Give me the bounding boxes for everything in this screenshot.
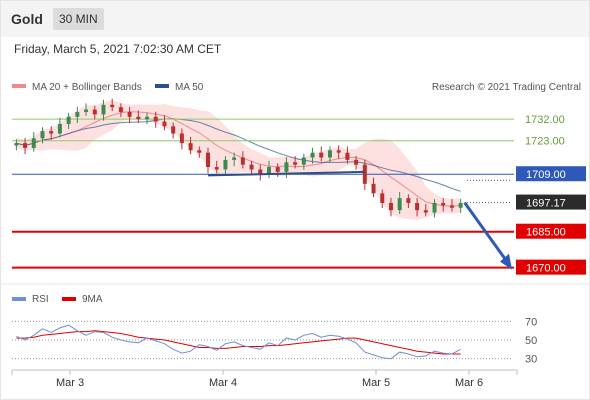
current-price-label: 1697.17 (526, 198, 566, 210)
candle-body (31, 138, 36, 148)
candle-body (214, 167, 219, 170)
candle-body (336, 150, 341, 153)
candle-body (118, 107, 123, 112)
candle-body (92, 109, 97, 115)
candle-body (406, 198, 411, 203)
candle-body (415, 202, 420, 211)
candle-body (380, 193, 385, 203)
candle-body (284, 162, 289, 172)
ma9-legend-label: 9MA (82, 294, 103, 305)
candle-body (362, 164, 367, 184)
timeframe-badge[interactable]: 30 MIN (53, 8, 104, 30)
candle-body (188, 143, 193, 151)
ma20-legend-label: MA 20 + Bollinger Bands (32, 82, 142, 93)
level-label-resistance: 1732.00 (525, 114, 565, 126)
ma9-line (16, 330, 461, 355)
candle-body (275, 167, 280, 172)
candle-body (145, 116, 150, 120)
candle-body (14, 143, 19, 146)
rsi-tick-label: 70 (525, 316, 537, 328)
candle-body (266, 167, 271, 175)
candle-body (84, 109, 89, 112)
bollinger-band (16, 100, 461, 221)
candle-body (179, 133, 184, 144)
candle-body (240, 157, 245, 165)
level-tag-support (516, 259, 586, 275)
level-label-support: 1670.00 (526, 263, 566, 275)
candle-body (40, 131, 45, 139)
candle-body (197, 150, 202, 153)
candles-layer (14, 98, 463, 218)
candle-body (388, 202, 393, 211)
candle-body (110, 104, 115, 108)
candle-body (327, 150, 332, 158)
annotation-layer (207, 170, 512, 270)
candle-body (354, 159, 359, 165)
credit-label: Research © 2021 Trading Central (432, 82, 581, 93)
ma20-legend-swatch (12, 84, 26, 88)
current-price-tag (516, 194, 586, 210)
candle-body (397, 198, 402, 211)
rsi-legend-label: RSI (32, 294, 49, 305)
candle-body (449, 205, 454, 208)
candle-body (171, 126, 176, 134)
chart-timestamp: Friday, March 5, 2021 7:02:30 AM CET (14, 42, 222, 56)
time-tick-label: Mar 6 (455, 377, 483, 389)
candle-body (49, 131, 54, 134)
time-tick-label: Mar 4 (209, 377, 237, 389)
candle-body (293, 162, 298, 165)
ma50-legend-swatch (155, 84, 169, 88)
level-label-pivot: 1709.00 (526, 169, 566, 181)
candle-body (423, 210, 428, 213)
rsi-tick-label: 50 (525, 335, 537, 347)
candle-body (162, 121, 167, 127)
forecast-arrow-head (500, 253, 512, 270)
support-trendline (207, 170, 365, 177)
rsi-tick-label: 30 (525, 354, 537, 366)
candle-body (57, 123, 62, 134)
candle-body (127, 111, 132, 117)
candle-body (66, 116, 71, 124)
rsi-panel: 70 50 30 (12, 316, 537, 366)
time-axis-ticks: Mar 3 Mar 4 Mar 5 Mar 6 (11, 370, 518, 389)
instrument-title: Gold (11, 11, 43, 27)
ma50-legend-label: MA 50 (175, 82, 204, 93)
forecast-arrow-shaft (463, 201, 509, 263)
candle-body (75, 111, 80, 117)
candle-body (258, 169, 263, 175)
time-tick-label: Mar 5 (362, 377, 390, 389)
candle-body (458, 202, 463, 208)
candle-body (371, 183, 376, 194)
candle-body (223, 159, 228, 170)
candle-body (232, 157, 237, 160)
rsi-line (16, 324, 461, 360)
candle-body (301, 157, 306, 165)
ma50-line (16, 118, 461, 192)
candle-body (441, 202, 446, 206)
time-tick-label: Mar 3 (56, 377, 84, 389)
ma9-legend-swatch (62, 297, 76, 301)
candle-body (249, 164, 254, 170)
candle-body (136, 116, 141, 120)
candle-body (319, 152, 324, 158)
level-label-resistance: 1723.00 (525, 136, 565, 148)
bollinger-band-layer (16, 100, 461, 221)
candle-body (310, 152, 315, 158)
candle-body (432, 202, 437, 213)
rsi-legend-swatch (12, 297, 26, 301)
candle-body (101, 104, 106, 115)
level-tag-support (516, 223, 586, 239)
candle-body (153, 116, 158, 122)
candle-body (206, 152, 211, 168)
chart-header: Gold 30 MIN (1, 1, 589, 37)
level-label-support: 1685.00 (526, 227, 566, 239)
candle-body (345, 152, 350, 160)
level-tag-pivot (516, 166, 586, 182)
candle-body (23, 143, 28, 148)
